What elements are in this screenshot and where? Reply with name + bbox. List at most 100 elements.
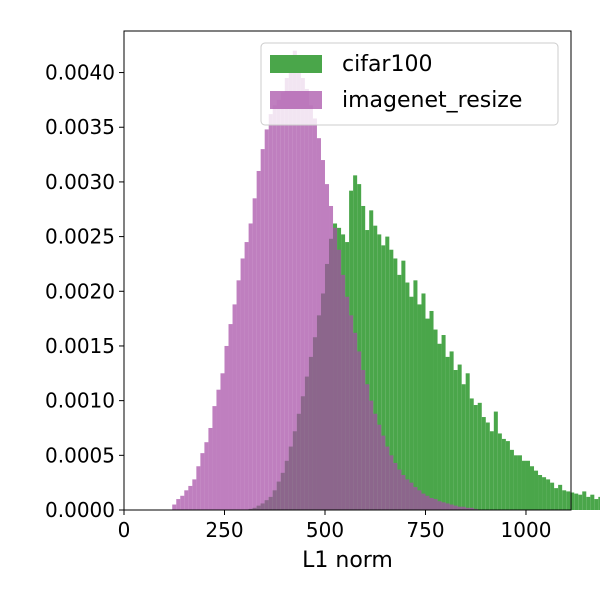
histogram-bar-cifar100: [570, 492, 575, 510]
histogram-bar-imagenet_resize: [312, 118, 317, 510]
histogram-bar-imagenet_resize: [357, 351, 362, 510]
histogram-bar-cifar100: [521, 460, 526, 510]
histogram-bar-imagenet_resize: [224, 345, 229, 510]
x-tick-label: 750: [406, 518, 444, 542]
histogram-bar-imagenet_resize: [320, 160, 325, 511]
histogram-bar-cifar100: [405, 282, 410, 510]
histogram-bar-imagenet_resize: [405, 479, 410, 510]
histogram-bar-imagenet_resize: [216, 389, 221, 510]
legend: cifar100 imagenet_resize: [260, 42, 559, 126]
histogram-bar-imagenet_resize: [401, 475, 406, 510]
histogram-bar-cifar100: [594, 499, 599, 510]
histogram-bar-imagenet_resize: [228, 324, 233, 510]
x-tick-label: 500: [306, 518, 344, 542]
histogram-bar-imagenet_resize: [264, 129, 269, 510]
histogram-bar-cifar100: [529, 466, 535, 510]
plot-area: [172, 50, 600, 511]
histogram-bar-cifar100: [505, 441, 510, 510]
histogram-bar-imagenet_resize: [449, 504, 454, 510]
histogram-bar-imagenet_resize: [192, 479, 197, 510]
histogram-bar-imagenet_resize: [413, 487, 418, 510]
histogram-bar-imagenet_resize: [296, 67, 301, 510]
histogram-bar-imagenet_resize: [369, 400, 374, 510]
y-tick-label: 0.0025: [45, 225, 115, 249]
x-tick-label: 1000: [501, 518, 552, 542]
histogram-bar-imagenet_resize: [341, 274, 346, 510]
histogram-bar-imagenet_resize: [389, 455, 394, 510]
histogram-bar-imagenet_resize: [461, 506, 466, 510]
histogram-bar-cifar100: [461, 384, 466, 510]
histogram-bar-imagenet_resize: [172, 504, 177, 510]
legend-box: [260, 42, 559, 126]
histogram-bar-imagenet_resize: [232, 304, 237, 510]
series-imagenet_resize: [172, 50, 478, 511]
histogram-bar-imagenet_resize: [252, 198, 257, 511]
histogram-bar-imagenet_resize: [212, 406, 217, 510]
histogram-bar-imagenet_resize: [276, 99, 281, 510]
histogram-bar-cifar100: [361, 205, 366, 510]
histogram-bar-imagenet_resize: [176, 499, 181, 510]
histogram-bar-imagenet_resize: [417, 490, 422, 510]
y-tick-label: 0.0035: [45, 115, 115, 139]
histogram-bar-imagenet_resize: [240, 258, 245, 510]
histogram-bar-imagenet_resize: [204, 442, 209, 510]
histogram-bar-cifar100: [421, 293, 426, 510]
histogram-bar-cifar100: [365, 230, 370, 510]
histogram-bar-cifar100: [485, 422, 490, 510]
histogram-bar-imagenet_resize: [453, 505, 458, 510]
histogram-bar-imagenet_resize: [377, 424, 382, 510]
histogram-bar-cifar100: [425, 318, 430, 510]
histogram-bar-imagenet_resize: [361, 370, 366, 510]
histogram-bar-cifar100: [373, 225, 378, 510]
histogram-bar-cifar100: [590, 494, 595, 510]
y-tick-label: 0.0005: [45, 443, 115, 467]
histogram-bar-imagenet_resize: [465, 507, 470, 510]
histogram-bar-imagenet_resize: [236, 280, 241, 510]
histogram-bar-cifar100: [497, 433, 502, 510]
histogram-bar-imagenet_resize: [437, 501, 442, 510]
histogram-bar-cifar100: [550, 482, 555, 510]
legend-swatch-imagenet_resize: [270, 91, 322, 109]
x-axis: 0 250 500 750 1000: [118, 510, 552, 542]
histogram-bar-cifar100: [489, 431, 494, 510]
histogram-bar-cifar100: [413, 280, 418, 510]
histogram-bar-imagenet_resize: [425, 495, 430, 510]
x-tick-label: 0: [118, 518, 131, 542]
histogram-bar-cifar100: [397, 274, 402, 510]
histogram-bar-imagenet_resize: [381, 435, 386, 510]
histogram-bar-cifar100: [481, 417, 486, 510]
histogram-bar-cifar100: [554, 488, 559, 510]
histogram-bar-imagenet_resize: [248, 223, 253, 510]
histogram-bar-imagenet_resize: [445, 503, 450, 510]
histogram-bar-imagenet_resize: [256, 170, 261, 510]
histogram-bar-cifar100: [513, 455, 518, 510]
histogram-bar-imagenet_resize: [469, 507, 474, 510]
histogram-bar-imagenet_resize: [473, 508, 478, 510]
histogram-bar-cifar100: [457, 364, 462, 510]
histogram-bar-imagenet_resize: [244, 242, 249, 510]
histogram-bar-cifar100: [417, 304, 422, 510]
histogram-bar-imagenet_resize: [373, 413, 378, 510]
histogram-bar-imagenet_resize: [337, 249, 342, 510]
histogram-bar-imagenet_resize: [272, 105, 277, 510]
histogram-bar-imagenet_resize: [441, 502, 446, 510]
histogram-bar-cifar100: [501, 438, 506, 510]
histogram-bar-cifar100: [566, 491, 571, 510]
histogram-bar-cifar100: [393, 258, 398, 510]
histogram-bar-imagenet_resize: [208, 427, 213, 510]
histogram-bar-cifar100: [465, 373, 470, 510]
histogram-bar-cifar100: [385, 236, 390, 510]
histogram-bar-cifar100: [441, 335, 446, 510]
histogram-bar-imagenet_resize: [433, 499, 438, 510]
histogram-bar-imagenet_resize: [288, 61, 293, 511]
histogram-bar-cifar100: [574, 493, 579, 510]
histogram-bar-imagenet_resize: [349, 315, 354, 510]
histogram-bar-imagenet_resize: [260, 149, 265, 510]
histogram-bar-cifar100: [409, 296, 414, 510]
histogram-bar-imagenet_resize: [308, 105, 313, 510]
histogram-bar-cifar100: [377, 234, 382, 511]
histogram-bar-imagenet_resize: [184, 490, 189, 510]
histogram-bar-cifar100: [586, 496, 591, 510]
